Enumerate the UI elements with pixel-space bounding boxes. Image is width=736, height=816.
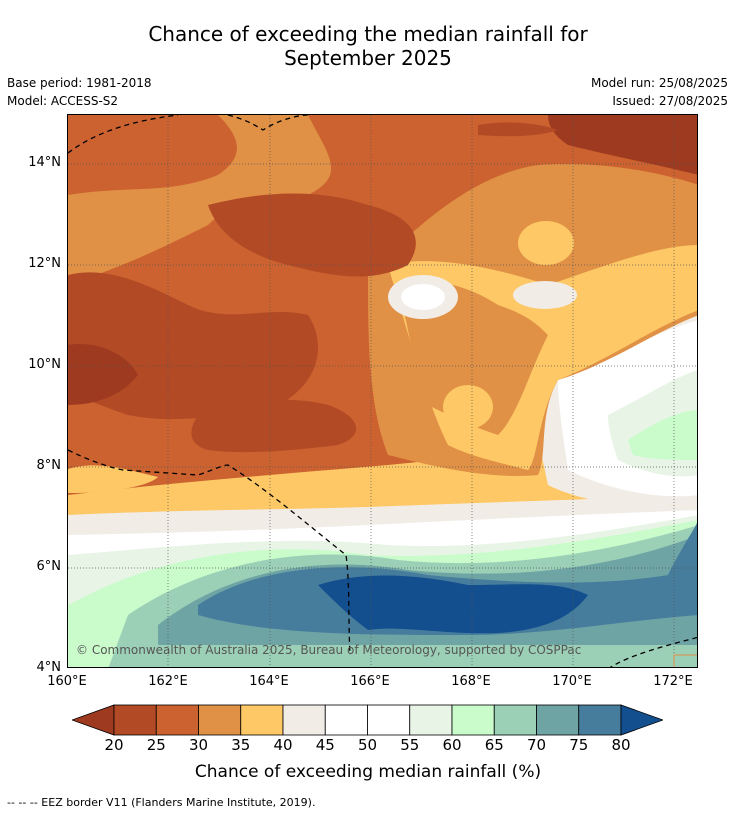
colorbar: [72, 704, 663, 736]
x-tick-166e: 166°E: [350, 674, 390, 689]
colorbar-title: Chance of exceeding median rainfall (%): [194, 762, 542, 782]
colorbar-segment: [282, 704, 326, 736]
map-canvas: © Commonwealth of Australia 2025, Bureau…: [68, 115, 697, 667]
colorbar-label: 80: [611, 736, 631, 754]
eez-legend: -- -- -- EEZ border V11 (Flanders Marine…: [7, 796, 316, 809]
colorbar-label: 65: [484, 736, 504, 754]
y-tick-14n: 14°N: [28, 155, 61, 170]
meta-left: Base period: 1981-2018 Model: ACCESS-S2: [7, 74, 152, 110]
colorbar-label: 70: [526, 736, 547, 754]
x-tick-168e: 168°E: [451, 674, 491, 689]
colorbar-label: 40: [273, 736, 293, 754]
colorbar-label: 55: [400, 736, 420, 754]
x-tick-160e: 160°E: [47, 674, 87, 689]
rainfall-map: © Commonwealth of Australia 2025, Bureau…: [67, 114, 698, 668]
y-tick-6n: 6°N: [36, 559, 62, 574]
x-tick-170e: 170°E: [552, 674, 592, 689]
x-tick-172e: 172°E: [653, 674, 693, 689]
base-period: Base period: 1981-2018: [7, 76, 152, 90]
colorbar-segment: [367, 704, 411, 736]
model-run: Model run: 25/08/2025: [590, 76, 728, 90]
colorbar-segment: [493, 704, 537, 736]
x-tick-162e: 162°E: [148, 674, 188, 689]
colorbar-label: 50: [357, 736, 378, 754]
colorbar-segment: [324, 704, 368, 736]
colorbar-segment: [451, 704, 495, 736]
colorbar-segment: [620, 704, 663, 736]
y-tick-4n: 4°N: [36, 660, 62, 675]
colorbar-label: 20: [104, 736, 124, 754]
meta-right: Model run: 25/08/2025 Issued: 27/08/2025: [591, 74, 728, 110]
title-line-2: September 2025: [284, 46, 452, 70]
colorbar-label: 30: [188, 736, 209, 754]
colorbar-segment: [72, 704, 115, 736]
colorbar-segment: [578, 704, 622, 736]
colorbar-label: 75: [569, 736, 589, 754]
colorbar-label: 60: [442, 736, 462, 754]
colorbar-segment: [155, 704, 199, 736]
title-line-1: Chance of exceeding the median rainfall …: [148, 22, 588, 46]
issued-date: Issued: 27/08/2025: [612, 94, 728, 108]
colorbar-segment: [536, 704, 580, 736]
y-tick-8n: 8°N: [36, 458, 62, 473]
y-tick-10n: 10°N: [28, 357, 61, 372]
colorbar-segment: [409, 704, 453, 736]
colorbar-segment: [240, 704, 284, 736]
colorbar-label: 35: [231, 736, 251, 754]
y-tick-12n: 12°N: [28, 256, 61, 271]
colorbar-label: 45: [315, 736, 335, 754]
colorbar-label: 25: [146, 736, 166, 754]
colorbar-segment: [113, 704, 157, 736]
model-name: Model: ACCESS-S2: [7, 94, 119, 108]
map-title: Chance of exceeding the median rainfall …: [0, 22, 736, 70]
copyright-notice: © Commonwealth of Australia 2025, Bureau…: [76, 643, 581, 657]
colorbar-segment: [198, 704, 242, 736]
x-tick-164e: 164°E: [249, 674, 289, 689]
